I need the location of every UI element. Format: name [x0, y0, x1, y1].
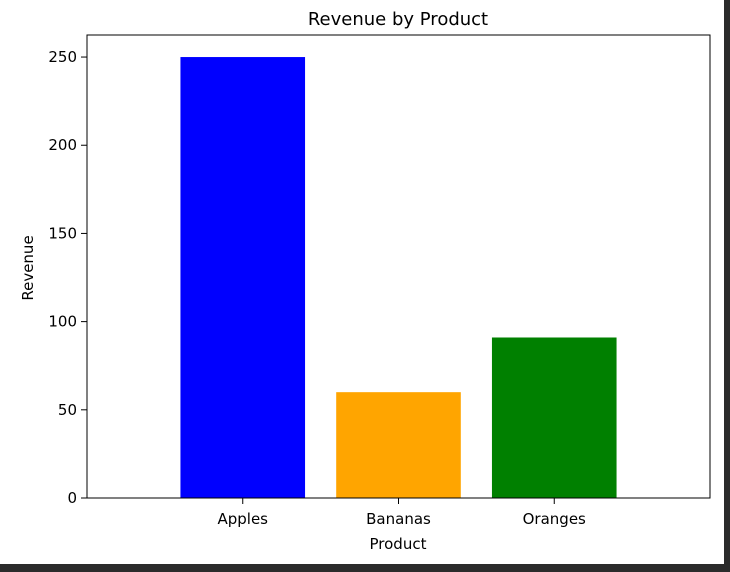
- x-tick-label: Apples: [217, 510, 268, 528]
- y-tick-label: 150: [48, 224, 77, 242]
- x-tick-label: Bananas: [366, 510, 431, 528]
- y-tick-label: 250: [48, 48, 77, 66]
- y-tick-label: 200: [48, 136, 77, 154]
- bar-bananas: [336, 392, 461, 498]
- bar-oranges: [491, 337, 617, 498]
- x-axis-ticks: Apples Bananas Oranges: [217, 498, 586, 528]
- y-tick-label: 0: [67, 489, 77, 507]
- x-axis-label: Product: [370, 535, 427, 553]
- bar-chart: Revenue by Product 0 50 100 150 200 250 Apple…: [19, 9, 711, 553]
- y-axis-ticks: 0 50 100 150 200 250: [48, 48, 87, 507]
- y-tick-label: 50: [58, 401, 77, 419]
- chart-title: Revenue by Product: [308, 9, 488, 30]
- y-axis-label: Revenue: [19, 235, 37, 300]
- bar-apples: [180, 57, 306, 499]
- y-tick-label: 100: [48, 313, 77, 331]
- bars-group: [180, 57, 617, 499]
- plot-area-border: [86, 34, 711, 499]
- x-tick-label: Oranges: [523, 510, 586, 528]
